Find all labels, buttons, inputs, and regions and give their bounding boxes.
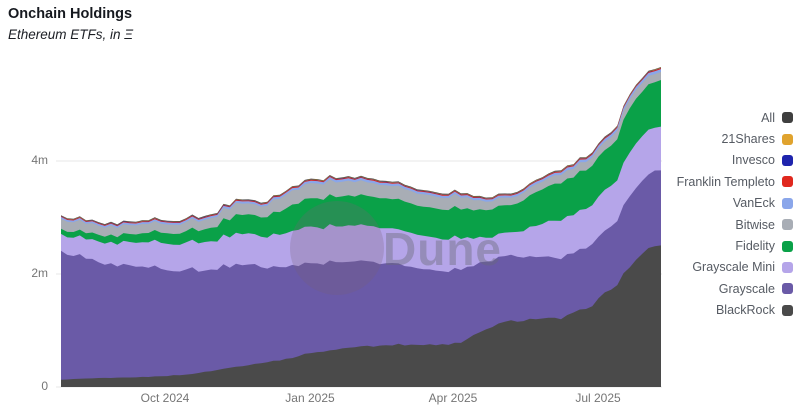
legend-item-grayscale-mini[interactable]: Grayscale Mini [677, 257, 793, 278]
area-blackrock[interactable] [61, 245, 661, 387]
y-axis-tick-4m: 4m [31, 153, 48, 167]
legend-item-fidelity[interactable]: Fidelity [677, 235, 793, 256]
legend-swatch [782, 283, 793, 295]
legend-label: BlackRock [715, 303, 775, 318]
legend-swatch [782, 197, 793, 209]
x-axis-tick-oct-2024: Oct 2024 [140, 391, 190, 405]
chart-subtitle: Ethereum ETFs, in Ξ [8, 26, 134, 42]
legend-label: All [761, 110, 775, 125]
legend-label: Franklin Templeto [676, 174, 775, 189]
y-axis-tick-0: 0 [41, 379, 48, 393]
chart-header: Onchain Holdings Ethereum ETFs, in Ξ [8, 5, 133, 44]
legend-label: Grayscale Mini [692, 260, 775, 275]
legend-label: Grayscale [718, 281, 775, 296]
legend-swatch [782, 112, 793, 124]
legend-item-franklin-templeton[interactable]: Franklin Templeto [677, 171, 793, 192]
x-axis-tick-jul-2025: Jul 2025 [575, 391, 621, 405]
legend-item-bitwise[interactable]: Bitwise [677, 214, 793, 235]
legend-item-invesco[interactable]: Invesco [677, 150, 793, 171]
chart-title: Onchain Holdings [8, 6, 133, 22]
x-axis-tick-jan-2025: Jan 2025 [285, 391, 335, 405]
legend-swatch [782, 304, 793, 316]
legend-swatch [782, 133, 793, 145]
chart-legend: All 21Shares Invesco Franklin Templeto V… [677, 107, 793, 321]
y-axis-tick-2m: 2m [31, 266, 48, 280]
x-axis-tick-apr-2025: Apr 2025 [428, 391, 478, 405]
dune-logo-circle [290, 201, 384, 295]
legend-label: VanEck [732, 196, 775, 211]
legend-item-vaneck[interactable]: VanEck [677, 193, 793, 214]
legend-swatch [782, 240, 793, 252]
legend-label: Fidelity [735, 239, 775, 254]
legend-item-21shares[interactable]: 21Shares [677, 128, 793, 149]
legend-swatch [782, 219, 793, 231]
legend-swatch [782, 154, 793, 166]
legend-swatch [782, 176, 793, 188]
dune-watermark-text: Dune [383, 223, 502, 275]
legend-item-grayscale[interactable]: Grayscale [677, 278, 793, 299]
legend-label: Bitwise [735, 217, 775, 232]
legend-label: 21Shares [721, 132, 775, 147]
legend-label: Invesco [731, 153, 775, 168]
legend-swatch [782, 261, 793, 273]
legend-item-blackrock[interactable]: BlackRock [677, 300, 793, 321]
legend-item-all[interactable]: All [677, 107, 793, 128]
